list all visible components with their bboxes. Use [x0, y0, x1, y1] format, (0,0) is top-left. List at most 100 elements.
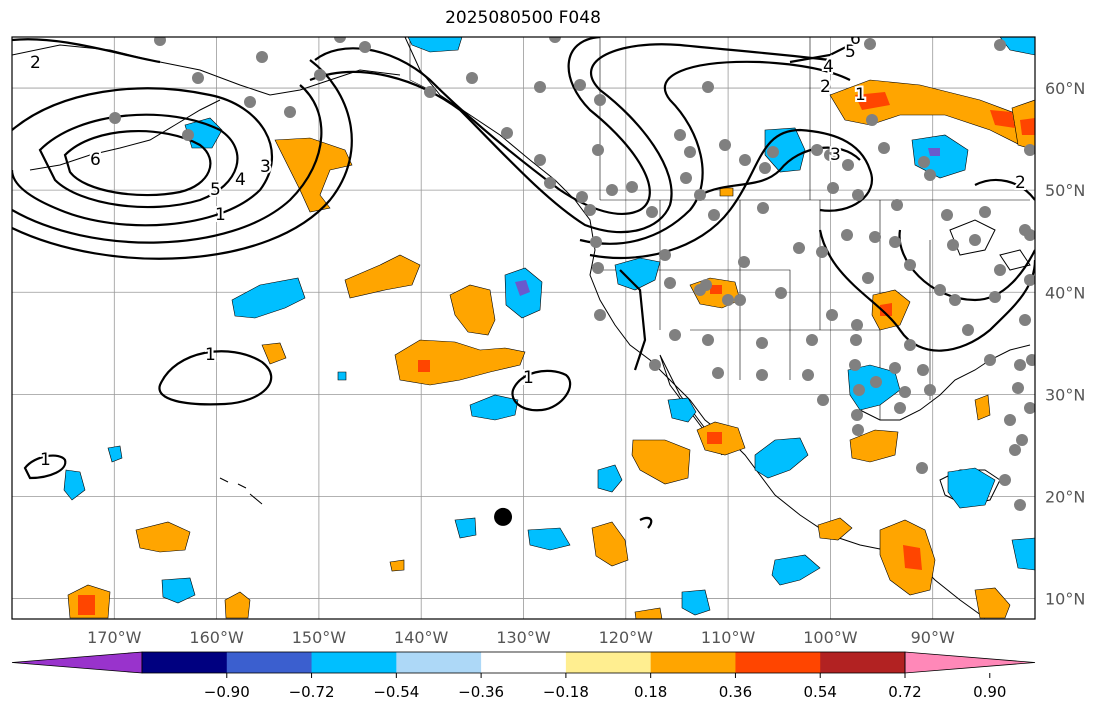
colorbar [11, 651, 1036, 674]
neg-region [337, 371, 347, 381]
contour-line [511, 369, 572, 412]
station-marker [934, 284, 946, 296]
station-marker [722, 294, 734, 306]
station-marker [889, 236, 901, 248]
station-marker [424, 86, 436, 98]
contour-line [12, 38, 161, 64]
station-marker [734, 294, 746, 306]
great-lakes [949, 219, 1031, 271]
station-marker [917, 364, 929, 376]
contour-line [158, 350, 273, 406]
pos-region [261, 342, 287, 365]
station-marker [849, 359, 861, 371]
contour-label: 1 [40, 450, 51, 470]
colorbar-segment [481, 652, 567, 673]
station-marker [1024, 274, 1035, 286]
station-marker [606, 184, 618, 196]
station-marker [962, 324, 974, 336]
contour-label: 1 [215, 205, 226, 225]
neg-region [667, 397, 697, 423]
pos-region [344, 254, 421, 299]
longitude-tick-label: 110°W [701, 628, 756, 647]
contour-line [314, 37, 651, 215]
colorbar-segment [735, 652, 821, 673]
station-marker [947, 239, 959, 251]
station-marker [904, 339, 916, 351]
pos-region [974, 394, 991, 421]
station-marker [924, 169, 936, 181]
station-marker [793, 242, 805, 254]
neg-region [454, 517, 477, 539]
station-marker [649, 359, 661, 371]
station-marker [757, 202, 769, 214]
station-marker [664, 277, 676, 289]
station-marker [811, 144, 823, 156]
contour-label: 5 [845, 42, 856, 62]
station-marker [694, 189, 706, 201]
station-marker [999, 474, 1011, 486]
neg-region [681, 589, 711, 616]
colorbar-segment [650, 652, 736, 673]
station-marker [501, 127, 513, 139]
station-marker [1014, 499, 1026, 511]
contour-label: 5 [210, 180, 221, 200]
station-marker [109, 112, 121, 124]
station-marker [924, 384, 936, 396]
station-marker [767, 146, 779, 158]
strong-pos-region [710, 285, 722, 294]
station-marker [853, 384, 865, 396]
station-marker [584, 204, 596, 216]
station-marker [1016, 434, 1028, 446]
station-marker [674, 129, 686, 141]
strong-pos-region [418, 360, 430, 372]
colorbar-extend-high [904, 651, 1036, 674]
station-marker [1012, 382, 1024, 394]
station-marker [842, 159, 854, 171]
longitude-tick-labels: 170°W 160°W 150°W 140°W 130°W 120°W 110°W 100°W… [87, 628, 955, 647]
station-markers [109, 37, 1035, 511]
map-plot-area: 2 6 5 4 3 1 1 1 1 2 4 5 6 3 1 2 [12, 37, 1035, 619]
pos-region [394, 339, 526, 386]
station-marker [192, 72, 204, 84]
contour-line [619, 269, 647, 371]
station-marker [1024, 144, 1035, 156]
colorbar-tick-label: 0.90 [973, 683, 1006, 701]
station-marker [816, 246, 828, 258]
station-marker [738, 256, 750, 268]
colorbar-tick-label: −0.54 [373, 683, 419, 701]
station-marker [994, 39, 1006, 51]
neg-region [1011, 537, 1035, 571]
colorbar-segment [396, 652, 482, 673]
pos-region [389, 559, 405, 572]
station-marker [680, 172, 692, 184]
neg-region [107, 445, 123, 463]
hawaii-islands [219, 477, 263, 505]
neg-region [771, 554, 821, 586]
station-marker [994, 264, 1006, 276]
station-marker [817, 394, 829, 406]
contour-lines [12, 37, 1035, 529]
station-marker [841, 229, 853, 241]
contour-line [818, 229, 1035, 352]
colorbar-segment [565, 652, 652, 673]
longitude-tick-label: 140°W [394, 628, 449, 647]
station-marker [719, 139, 731, 151]
station-marker [669, 329, 681, 341]
contour-line [63, 129, 212, 197]
station-marker [284, 106, 296, 118]
station-marker [949, 294, 961, 306]
station-marker [1009, 444, 1021, 456]
station-marker [574, 79, 586, 91]
station-marker [941, 209, 953, 221]
station-marker [851, 319, 863, 331]
station-marker [154, 37, 166, 46]
longitude-tick-label: 100°W [803, 628, 858, 647]
station-marker [979, 206, 991, 218]
pos-region [849, 429, 899, 463]
map-title: 2025080500 F048 [445, 8, 601, 28]
station-marker [244, 96, 256, 108]
station-marker [708, 209, 720, 221]
neg-region [231, 277, 306, 319]
contour-line [12, 84, 323, 244]
station-marker [684, 146, 696, 158]
